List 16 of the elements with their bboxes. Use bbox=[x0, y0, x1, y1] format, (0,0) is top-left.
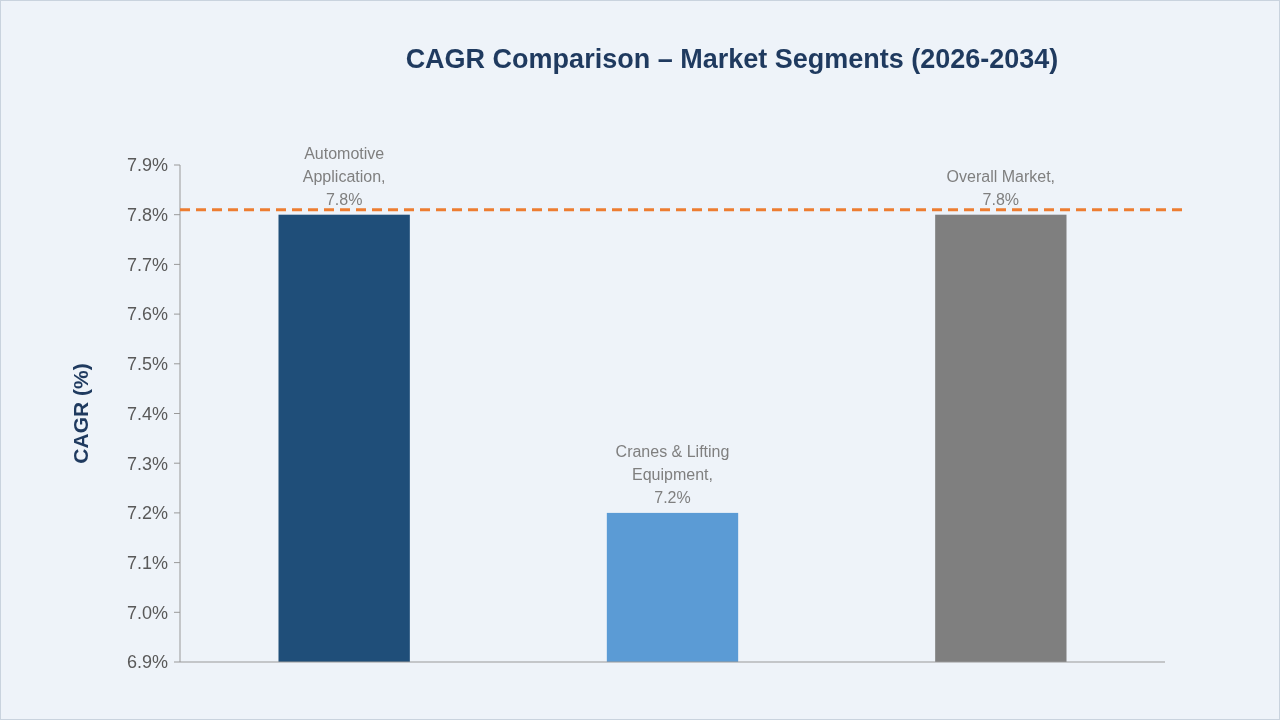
y-tick-label: 7.1% bbox=[126, 552, 168, 573]
y-tick-label: 7.8% bbox=[126, 205, 168, 225]
y-tick-label: 7.2% bbox=[126, 503, 168, 524]
y-axis-title: CAGR (%) bbox=[69, 363, 92, 464]
chart-title: CAGR Comparison – Market Segments (2026-2034) bbox=[405, 44, 1059, 74]
y-tick-label: 7.5% bbox=[126, 354, 168, 375]
y-tick-label: 7.6% bbox=[126, 304, 168, 325]
y-tick-label: 7.9% bbox=[126, 155, 168, 176]
data-label: Automotive Application, 7.8% bbox=[302, 144, 386, 208]
y-tick-label: 7.4% bbox=[126, 403, 168, 424]
data-label: Overall Market, 7.8% bbox=[946, 167, 1056, 208]
data-label: Cranes & Lifting Equipment, 7.2% bbox=[615, 442, 730, 506]
y-tick-label: 7.3% bbox=[126, 453, 168, 474]
y-tick-label: 7.0% bbox=[126, 602, 168, 623]
y-tick-label: 6.9% bbox=[126, 652, 168, 673]
y-tick-label: 7.7% bbox=[126, 254, 168, 275]
